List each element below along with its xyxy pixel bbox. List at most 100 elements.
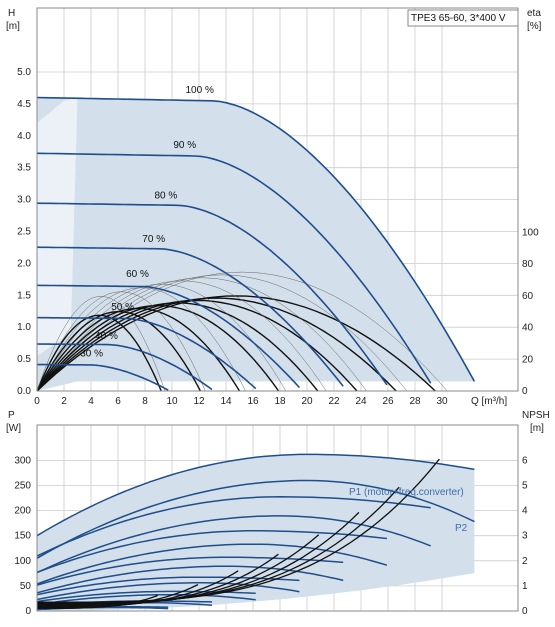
h-tick-label: 0.5 xyxy=(17,354,31,365)
eta-guide-30 xyxy=(36,296,166,392)
speed-label-60: 60 % xyxy=(126,269,149,280)
p1-curve-100 xyxy=(36,453,475,537)
head-operating-area xyxy=(37,97,475,391)
q-axis-ticks: 0 2 4 6 8 10 12 14 16 18 20 22 24 26 28 30 xyxy=(34,396,448,407)
q-tick-label: 16 xyxy=(247,396,259,407)
speed-label-30: 30 % xyxy=(80,349,103,360)
q-tick-label: 22 xyxy=(328,396,340,407)
npsh-tick-label: 2 xyxy=(522,556,528,567)
power-area-fill xyxy=(37,454,475,611)
head-plot-frame xyxy=(36,7,519,392)
h-tick-label: 2.5 xyxy=(17,227,31,238)
npsh-tick-label: 5 xyxy=(522,481,528,492)
p-tick-label: 200 xyxy=(14,506,31,517)
eta-guide-100 xyxy=(36,271,448,392)
eta-tick-label: 60 xyxy=(522,291,534,302)
head-curve-30 xyxy=(37,363,169,391)
h-tick-label: 2.0 xyxy=(17,258,31,269)
q-tick-label: 10 xyxy=(166,396,178,407)
npsh-tick-label: 6 xyxy=(522,455,528,466)
eta-tick-label: 80 xyxy=(522,259,534,270)
p-axis-label-line1: P xyxy=(8,410,15,421)
q-tick-label: 18 xyxy=(274,396,286,407)
chart-title: TPE3 65-60, 3*400 V xyxy=(411,13,506,24)
eta-axis-ticks: 0 20 40 60 80 100 xyxy=(522,228,539,398)
h-tick-label: 0.0 xyxy=(17,386,31,397)
npsh-axis-label-line1: NPSH xyxy=(522,410,550,421)
p-tick-label: 50 xyxy=(20,581,32,592)
h-axis-label-line2: [m] xyxy=(6,21,20,32)
q-tick-label: 24 xyxy=(355,396,367,407)
q-tick-label: 28 xyxy=(409,396,421,407)
q-axis-label: Q [m³/h] xyxy=(471,396,507,407)
eta-tick-label: 100 xyxy=(522,228,539,239)
p2-curve-90 xyxy=(36,515,431,574)
speed-label-90: 90 % xyxy=(173,140,196,151)
npsh-curve-70 xyxy=(37,534,320,606)
npsh-tick-label: 3 xyxy=(522,531,528,542)
h-tick-label: 1.5 xyxy=(17,290,31,301)
p-tick-label: 150 xyxy=(14,531,31,542)
npsh-curve-30 xyxy=(37,594,158,610)
h-axis-ticks: 0.0 0.5 1.0 1.5 2.0 2.5 3.0 3.5 4.0 4.5 5.0 xyxy=(17,67,31,397)
h-tick-label: 4.0 xyxy=(17,131,31,142)
p2-curve-100 xyxy=(36,479,475,559)
speed-label-100: 100 % xyxy=(186,85,214,96)
p1-curve-60 xyxy=(36,576,300,596)
npsh-tick-label: 1 xyxy=(522,581,528,592)
power-curves xyxy=(36,453,475,611)
operating-area-left-band xyxy=(37,97,78,356)
eta-curve-70 xyxy=(36,302,319,392)
speed-label-70: 70 % xyxy=(142,234,165,245)
speed-label-50: 50 % xyxy=(111,302,134,313)
p1-curve-90 xyxy=(36,496,431,557)
eta-axis-label-line2: [%] xyxy=(527,21,542,32)
p2-curve-50 xyxy=(36,593,256,606)
npsh-curves xyxy=(37,458,440,610)
head-curves xyxy=(36,96,476,391)
npsh-tick-label: 4 xyxy=(522,506,528,517)
q-tick-label: 4 xyxy=(88,396,94,407)
npsh-axis-label-line2: [m] xyxy=(530,423,544,434)
power-plot-frame xyxy=(36,424,519,612)
q-tick-label: 8 xyxy=(142,396,148,407)
h-tick-label: 4.5 xyxy=(17,99,31,110)
h-tick-label: 1.0 xyxy=(17,322,31,333)
h-tick-label: 3.0 xyxy=(17,195,31,206)
head-curve-70 xyxy=(36,246,344,387)
eta-guide-70 xyxy=(36,280,327,392)
eta-curve-40 xyxy=(36,310,202,392)
p-tick-label: 100 xyxy=(14,556,31,567)
npsh-curve-80 xyxy=(37,511,360,605)
eta-tick-label: 20 xyxy=(522,354,534,365)
head-curve-100 xyxy=(36,96,476,382)
eta-curve-30 xyxy=(36,314,162,392)
eta-curve-50 xyxy=(36,307,241,392)
p2-curve-70 xyxy=(36,565,344,594)
eta-tick-label: 40 xyxy=(522,323,534,334)
p-axis-label-line2: [W] xyxy=(6,423,21,434)
head-chart-panel: 0 2 4 6 8 10 12 14 16 18 20 22 24 26 28 30 0.00.51.01.5… xyxy=(6,7,542,407)
title-box xyxy=(407,9,519,27)
head-curve-90 xyxy=(36,152,432,384)
q-tick-label: 12 xyxy=(193,396,205,407)
p2-curve-80 xyxy=(36,543,388,585)
power-chart-panel: 0 50 100 150 200 250 300 0 1 2 3 4 5 6 P [W] NPSH [m… xyxy=(6,410,550,617)
speed-labels: 100 % 90 % 80 % 70 % 60 % 50 % 40 % 30 % xyxy=(80,85,214,359)
speed-label-80: 80 % xyxy=(154,191,177,202)
npsh-curve-100 xyxy=(37,458,440,603)
eta-guide-80 xyxy=(36,277,367,392)
head-curve-80 xyxy=(36,202,388,386)
q-tick-label: 20 xyxy=(301,396,313,407)
npsh-tick-label: 0 xyxy=(522,606,528,617)
p2-annotation: P2 xyxy=(455,523,468,534)
h-tick-label: 5.0 xyxy=(17,67,31,78)
q-tick-label: 14 xyxy=(220,396,232,407)
q-tick-label: 30 xyxy=(436,396,448,407)
eta-guide-50 xyxy=(36,287,246,392)
eta-curve-100 xyxy=(36,295,436,392)
eta-curve-90 xyxy=(36,297,397,392)
p-tick-label: 250 xyxy=(14,481,31,492)
p1-curve-70 xyxy=(36,556,344,586)
